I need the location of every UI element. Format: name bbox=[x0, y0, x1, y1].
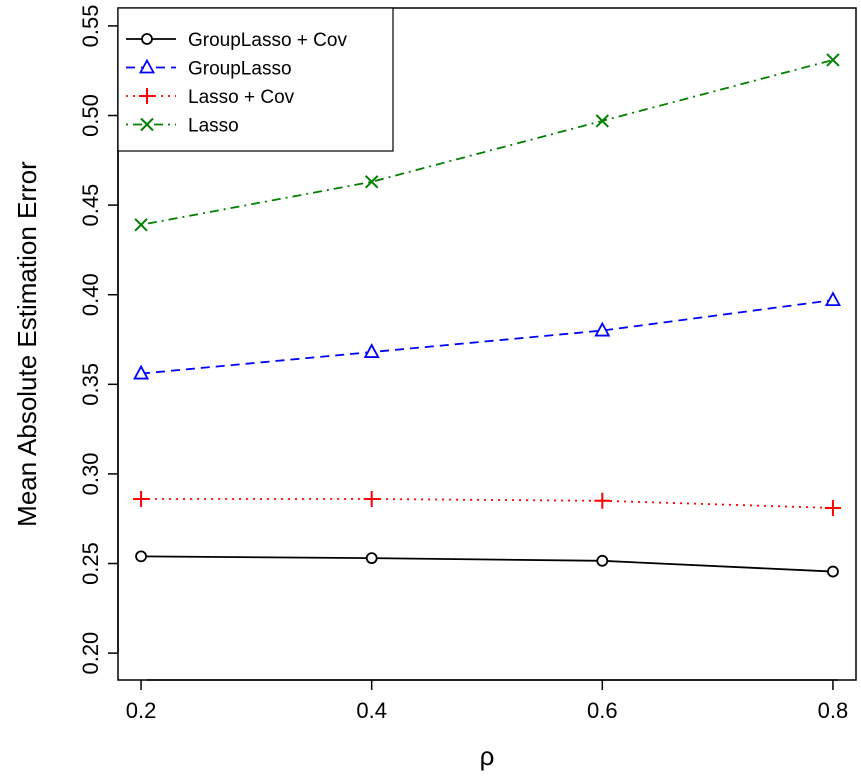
legend: GroupLasso + Cov GroupLasso Lasso + Cov Las… bbox=[117, 7, 394, 152]
y-tick-label: 0.50 bbox=[78, 94, 103, 137]
data-point bbox=[595, 114, 610, 128]
legend-marker bbox=[139, 88, 155, 104]
series-lasso bbox=[134, 53, 840, 232]
legend-item: GroupLasso bbox=[126, 59, 292, 80]
y-tick-label: 0.35 bbox=[78, 363, 103, 406]
data-point bbox=[596, 554, 609, 567]
series-grouplasso bbox=[133, 291, 841, 380]
legend-marker bbox=[140, 117, 154, 132]
legend-marker bbox=[141, 33, 153, 45]
data-point bbox=[133, 364, 150, 380]
series-line bbox=[140, 299, 834, 375]
series-grouplasso-cov bbox=[135, 550, 839, 578]
legend-label: Lasso + Cov bbox=[188, 87, 295, 108]
data-point bbox=[594, 321, 611, 337]
legend-item: GroupLasso + Cov bbox=[126, 30, 347, 51]
y-tick-label: 0.30 bbox=[78, 453, 103, 496]
data-point bbox=[826, 53, 840, 67]
legend-item: Lasso bbox=[126, 116, 239, 137]
x-axis-title: ρ bbox=[480, 741, 495, 771]
data-point bbox=[827, 565, 839, 578]
x-tick-label: 0.6 bbox=[587, 698, 618, 723]
y-tick-label: 0.45 bbox=[78, 184, 103, 227]
data-point bbox=[594, 492, 611, 509]
legend-item: Lasso + Cov bbox=[126, 87, 295, 108]
series-line bbox=[141, 555, 833, 573]
legend-label: GroupLasso + Cov bbox=[188, 30, 347, 51]
data-point bbox=[135, 550, 147, 563]
series-line bbox=[140, 59, 834, 226]
data-point bbox=[363, 491, 380, 508]
data-point bbox=[824, 291, 841, 306]
x-tick-label: 0.2 bbox=[126, 698, 157, 723]
x-axis: 0.2 0.4 0.6 0.8 bbox=[126, 679, 849, 723]
data-point bbox=[365, 552, 378, 565]
legend-marker bbox=[138, 58, 156, 74]
y-tick-label: 0.20 bbox=[78, 632, 103, 675]
y-tick-label: 0.55 bbox=[78, 5, 103, 48]
x-tick-label: 0.8 bbox=[818, 698, 849, 723]
series-lasso-cov bbox=[133, 491, 841, 516]
data-point bbox=[364, 175, 379, 189]
y-tick-label: 0.25 bbox=[78, 542, 103, 585]
y-axis: 0.20 0.25 0.30 0.35 0.40 0.45 0.50 0.55 bbox=[78, 5, 119, 675]
data-point bbox=[134, 218, 148, 232]
series-group bbox=[133, 53, 841, 578]
y-axis-title: Mean Absolute Estimation Error bbox=[12, 161, 42, 527]
x-tick-label: 0.4 bbox=[356, 698, 387, 723]
data-point bbox=[824, 499, 841, 516]
legend-box bbox=[117, 7, 394, 152]
y-tick-label: 0.40 bbox=[78, 273, 103, 316]
legend-label: GroupLasso bbox=[188, 59, 292, 80]
data-point bbox=[363, 343, 380, 358]
legend-label: Lasso bbox=[188, 116, 239, 137]
series-line bbox=[141, 498, 833, 509]
data-point bbox=[133, 491, 150, 508]
